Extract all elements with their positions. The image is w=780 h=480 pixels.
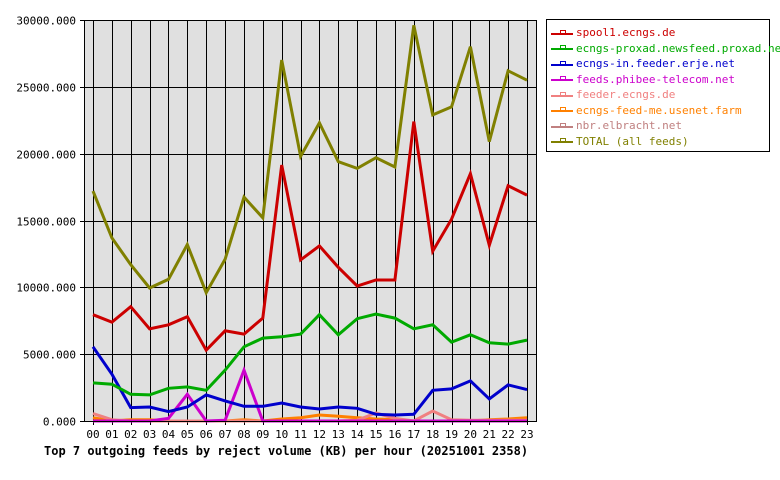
legend-item: nbr.elbracht.net [547,118,769,134]
legend: spool1.ecngs.de ecngs-proxad.newsfeed.pro… [546,19,780,152]
legend-label: ecngs-feed-me.usenet.farm [576,103,742,117]
x-tick-label: 05 [181,428,194,441]
x-tick-label: 23 [520,428,533,441]
x-tick-label: 01 [105,428,118,441]
x-tick-label: 20 [464,428,477,441]
grid-lines [80,20,536,425]
legend-item: spool1.ecngs.de [547,25,769,41]
x-tick-label: 13 [332,428,345,441]
legend-swatch-icon [551,136,573,146]
y-tick-label: 5000.000 [23,349,76,362]
x-tick-label: 22 [502,428,515,441]
chart-title: Top 7 outgoing feeds by reject volume (K… [44,444,529,458]
x-tick-label: 03 [143,428,156,441]
x-tick-label: 02 [124,428,137,441]
legend-item: feeds.phibee-telecom.net [547,72,769,88]
x-tick-label: 10 [275,428,288,441]
y-tick-label: 25000.000 [16,82,76,95]
y-tick-label: 10000.000 [16,282,76,295]
legend-label: spool1.ecngs.de [576,26,676,40]
x-tick-label: 18 [426,428,439,441]
legend-label: ecngs-proxad.newsfeed.proxad.net [576,41,780,55]
y-tick-label: 30000.000 [16,15,76,28]
x-tick-label: 12 [313,428,326,441]
y-tick-label: 0.000 [43,416,76,429]
legend-swatch-icon [551,43,573,53]
legend-item: feeder.ecngs.de [547,87,769,103]
series-line [91,24,528,297]
legend-label: feeder.ecngs.de [576,88,676,102]
plot-area [84,20,536,421]
plot-border [84,20,537,422]
legend-swatch-icon [551,28,573,38]
x-tick-label: 04 [162,428,176,441]
legend-label: ecngs-in.feeder.erje.net [576,57,735,71]
legend-item: ecngs-proxad.newsfeed.proxad.net [547,41,780,57]
legend-label: TOTAL (all feeds) [576,134,689,148]
x-tick-label: 06 [200,428,213,441]
series-line [91,345,528,417]
x-tick-label: 14 [351,428,365,441]
legend-swatch-icon [551,105,573,115]
y-tick-label: 20000.000 [16,149,76,162]
x-tick-label: 09 [256,428,269,441]
legend-label: nbr.elbracht.net [576,119,682,133]
legend-item: TOTAL (all feeds) [547,134,769,150]
legend-item: ecngs-in.feeder.erje.net [547,56,769,72]
legend-swatch-icon [551,59,573,69]
x-tick-label: 16 [388,428,401,441]
legend-item: ecngs-feed-me.usenet.farm [547,103,769,119]
series-line [92,121,528,353]
y-tick-label: 15000.000 [16,216,76,229]
x-tick-label: 11 [294,428,307,441]
x-tick-label: 21 [483,428,496,441]
series-line [92,312,528,397]
x-tick-label: 08 [237,428,250,441]
x-tick-label: 17 [407,428,420,441]
x-tick-label: 19 [445,428,458,441]
legend-swatch-icon [551,74,573,84]
x-tick-label: 07 [218,428,231,441]
x-tick-label: 00 [86,428,99,441]
x-tick-label: 15 [369,428,382,441]
legend-label: feeds.phibee-telecom.net [576,72,735,86]
legend-swatch-icon [551,90,573,100]
y-axis: 0.000 5000.000 10000.000 15000.000 20000.000… [16,15,76,429]
x-axis: 00 01 02 03 04 05 06 07 08 09 10 11 12 13 14 15 16 17 18 19… [86,428,533,441]
legend-swatch-icon [551,121,573,131]
